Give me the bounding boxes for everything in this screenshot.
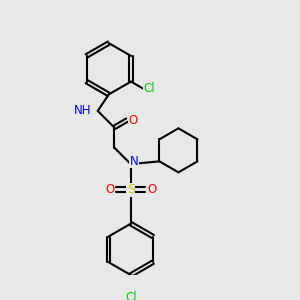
Text: O: O <box>105 183 114 196</box>
Text: S: S <box>127 183 135 196</box>
Text: N: N <box>130 155 139 168</box>
Text: O: O <box>147 183 157 196</box>
Text: Cl: Cl <box>143 82 155 95</box>
Text: Cl: Cl <box>125 290 136 300</box>
Text: O: O <box>129 114 138 127</box>
Text: NH: NH <box>74 104 91 117</box>
